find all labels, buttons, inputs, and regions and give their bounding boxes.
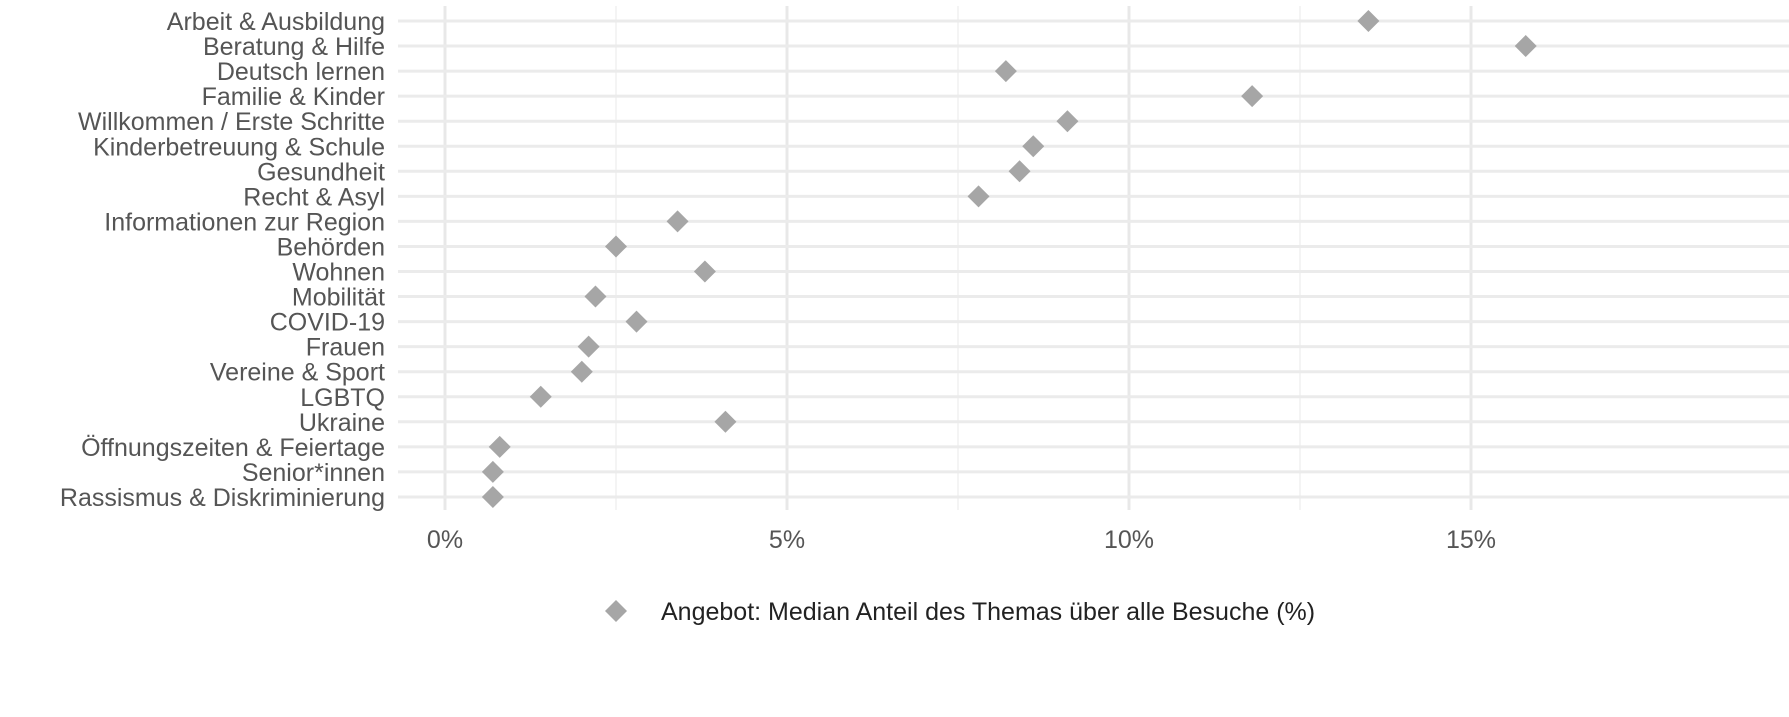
data-point-diamond (605, 235, 627, 258)
data-point-diamond (625, 310, 648, 333)
x-tick-label: 10% (1104, 526, 1154, 554)
data-point-diamond (1357, 10, 1380, 32)
category-label: Informationen zur Region (104, 208, 385, 236)
x-tick-label: 15% (1446, 526, 1496, 554)
x-tick-label: 5% (769, 526, 805, 554)
legend-diamond-icon (605, 600, 627, 622)
data-point-diamond (967, 185, 990, 208)
data-point-diamond (584, 285, 607, 308)
data-point-diamond (570, 360, 593, 383)
data-point-diamond (666, 210, 689, 233)
data-point-diamond (693, 260, 716, 283)
grid-layer (398, 6, 1789, 510)
x-tick-label: 0% (427, 526, 463, 554)
category-label: COVID-19 (270, 309, 385, 337)
category-label: Senior*innen (242, 459, 385, 487)
data-point-diamond (1514, 35, 1537, 58)
category-label: Ukraine (299, 409, 385, 437)
category-label: Recht & Asyl (243, 183, 385, 211)
category-label: Wohnen (292, 259, 385, 287)
category-label: Deutsch lernen (217, 58, 385, 86)
data-point-diamond (481, 485, 504, 508)
category-label: Behörden (277, 233, 385, 261)
data-point-diamond (529, 385, 552, 408)
category-label: Mobilität (292, 284, 385, 312)
category-label: Willkommen / Erste Schritte (78, 108, 385, 136)
data-points (481, 10, 1537, 508)
data-point-diamond (481, 460, 504, 483)
data-point-diamond (1022, 135, 1045, 158)
category-label: Familie & Kinder (202, 83, 385, 111)
data-point-diamond (1241, 85, 1264, 108)
data-point-diamond (714, 410, 737, 433)
category-label: Gesundheit (257, 158, 385, 186)
category-label: Rassismus & Diskriminierung (60, 484, 385, 512)
category-label: Beratung & Hilfe (203, 33, 385, 61)
data-point-diamond (577, 335, 600, 358)
category-label: Öffnungszeiten & Feiertage (81, 434, 385, 462)
category-label: LGBTQ (300, 384, 385, 412)
data-point-diamond (994, 60, 1017, 83)
data-point-diamond (488, 435, 511, 458)
category-label: Frauen (306, 334, 385, 362)
legend-label: Angebot: Median Anteil des Themas über a… (661, 598, 1315, 626)
category-label: Vereine & Sport (210, 359, 385, 387)
category-label: Arbeit & Ausbildung (167, 8, 385, 36)
data-point-diamond (1008, 160, 1031, 183)
x-axis-tick-labels: 0% 5% 10% 15% (427, 526, 1496, 554)
legend: Angebot: Median Anteil des Themas über a… (605, 598, 1315, 626)
category-label: Kinderbetreuung & Schule (93, 133, 385, 161)
data-point-diamond (1056, 110, 1079, 133)
